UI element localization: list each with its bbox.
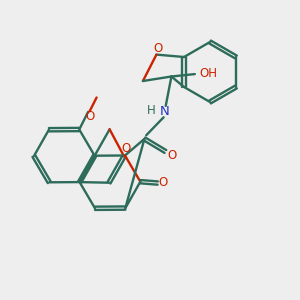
Text: N: N — [160, 105, 170, 119]
Text: O: O — [85, 110, 95, 123]
Text: O: O — [154, 41, 163, 55]
Text: O: O — [122, 142, 131, 155]
Text: O: O — [167, 149, 176, 162]
Text: O: O — [159, 176, 168, 189]
Text: OH: OH — [199, 67, 217, 80]
Text: H: H — [147, 104, 156, 117]
